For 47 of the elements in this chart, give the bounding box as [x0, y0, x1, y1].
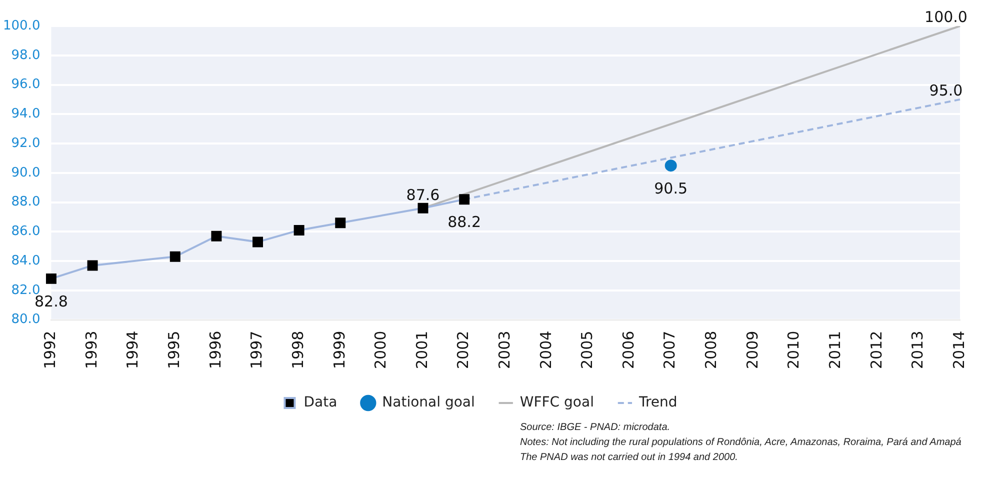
data-label: 100.0: [924, 8, 968, 26]
x-tick-label: 1998: [288, 330, 307, 370]
x-tick-label: 2000: [372, 330, 390, 370]
legend-label: National goal: [382, 394, 475, 411]
x-tick-label: 2011: [826, 330, 844, 370]
x-tick-label: 1997: [248, 330, 266, 370]
x-tick-label: 1995: [165, 330, 184, 370]
y-tick-label: 94.0: [11, 106, 40, 122]
data-label: 90.5: [654, 179, 688, 198]
x-tick-label: 2003: [496, 330, 514, 370]
x-tick-label: 2005: [578, 330, 596, 370]
x-tick-label: 1999: [330, 330, 348, 370]
x-tick-label: 2002: [454, 330, 472, 370]
x-tick-label: 2006: [619, 330, 638, 370]
y-tick-label: 96.0: [11, 77, 40, 92]
x-tick-label: 2012: [867, 330, 886, 370]
x-tick-label: 1992: [41, 330, 60, 370]
data-label: 95.0: [929, 81, 963, 100]
x-tick-label: 2007: [660, 330, 679, 370]
x-tick-label: 2004: [536, 330, 555, 370]
text: Notes: Not including the rural populations of Rondônia, Acre, Amazonas, Roraima, Pará and Amapá: [520, 436, 962, 450]
y-tick-label: 84.0: [11, 253, 40, 268]
y-tick-label: 86.0: [11, 224, 40, 240]
point: [664, 160, 677, 172]
data-label: 82.8: [34, 292, 68, 311]
y-tick-label: 88.0: [11, 194, 40, 210]
x-tick-label: 2013: [908, 330, 927, 370]
text: The PNAD was not carried out in 1994 and 2000.: [520, 451, 739, 465]
x-tick-label: 2010: [784, 330, 803, 370]
y-tick-label: 100.0: [3, 18, 40, 34]
y-tick-label: 92.0: [11, 136, 40, 151]
x-tick-label: 1994: [124, 330, 142, 370]
y-tick-label: 98.0: [11, 48, 40, 63]
legend-label: Trend: [638, 394, 678, 411]
legend-label: Data: [304, 394, 338, 411]
x-tick-label: 1993: [82, 330, 100, 370]
source-note: Source: IBGE - PNAD: microdata.: [520, 421, 672, 435]
x-tick-label: 2008: [702, 330, 720, 370]
data-label: 88.2: [448, 213, 482, 232]
y-tick-label: 90.0: [11, 165, 40, 180]
x-tick-label: 1996: [206, 330, 224, 370]
data-label: 87.6: [406, 186, 440, 204]
legend-label: WFFC goal: [520, 394, 594, 411]
x-tick-label: 2001: [412, 330, 431, 370]
x-tick-label: 2009: [743, 330, 762, 370]
x-tick-label: 2014: [950, 330, 968, 370]
y-tick-label: 80.0: [11, 312, 40, 328]
